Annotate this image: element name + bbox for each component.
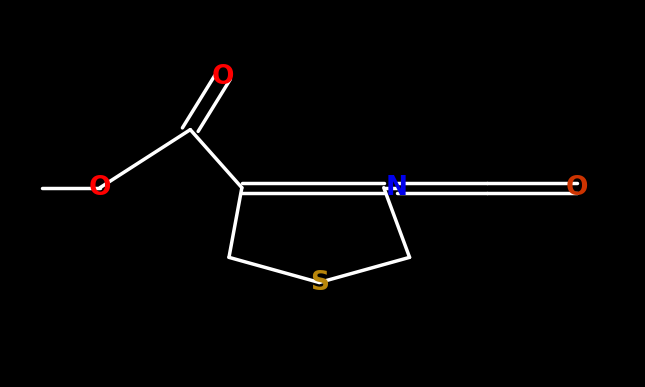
Text: O: O — [89, 175, 111, 201]
Text: O: O — [566, 175, 588, 201]
Text: O: O — [212, 64, 233, 91]
Text: S: S — [310, 269, 329, 296]
Text: N: N — [386, 175, 408, 201]
